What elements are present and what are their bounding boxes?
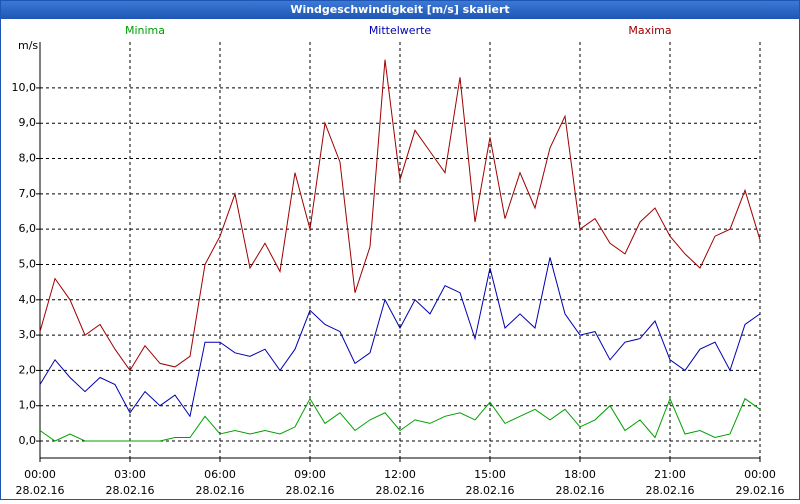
x-tick-date: 28.02.16 — [16, 484, 65, 497]
x-tick-date: 28.02.16 — [196, 484, 245, 497]
x-tick-label: 18:00 — [564, 468, 596, 481]
x-tick-date: 28.02.16 — [466, 484, 515, 497]
x-tick-date: 28.02.16 — [646, 484, 695, 497]
x-tick-date: 28.02.16 — [286, 484, 335, 497]
legend-label: Minima — [125, 24, 165, 37]
series-line — [39, 257, 761, 418]
plot-area — [40, 42, 760, 458]
legend-label: Maxima — [628, 24, 671, 37]
series-line — [39, 59, 761, 372]
y-tick-label: 7,0 — [19, 187, 37, 200]
x-tick-label: 21:00 — [654, 468, 686, 481]
y-tick-label: 1,0 — [19, 399, 37, 412]
title-bar — [0, 0, 800, 19]
y-tick-label: 9,0 — [19, 116, 37, 129]
x-tick-label: 15:00 — [474, 468, 506, 481]
x-tick-label: 06:00 — [204, 468, 236, 481]
chart-title: Windgeschwindigkeit [m/s] skaliert — [290, 3, 509, 16]
series-line — [39, 397, 761, 442]
y-tick-label: 2,0 — [19, 363, 37, 376]
y-tick-label: 6,0 — [19, 222, 37, 235]
y-tick-label: 10,0 — [12, 81, 37, 94]
y-tick-label: 3,0 — [19, 328, 37, 341]
legend-label: Mittelwerte — [369, 24, 432, 37]
x-tick-date: 28.02.16 — [556, 484, 605, 497]
x-tick-date: 28.02.16 — [376, 484, 425, 497]
y-axis-label: m/s — [18, 39, 38, 52]
x-tick-label: 00:00 — [744, 468, 776, 481]
y-tick-label: 8,0 — [19, 152, 37, 165]
x-tick-label: 03:00 — [114, 468, 146, 481]
x-tick-label: 09:00 — [294, 468, 326, 481]
y-tick-label: 0,0 — [19, 434, 37, 447]
x-tick-date: 29.02.16 — [736, 484, 785, 497]
x-tick-date: 28.02.16 — [106, 484, 155, 497]
y-tick-label: 5,0 — [19, 257, 37, 270]
x-tick-label: 12:00 — [384, 468, 416, 481]
y-tick-label: 4,0 — [19, 293, 37, 306]
x-tick-label: 00:00 — [24, 468, 56, 481]
